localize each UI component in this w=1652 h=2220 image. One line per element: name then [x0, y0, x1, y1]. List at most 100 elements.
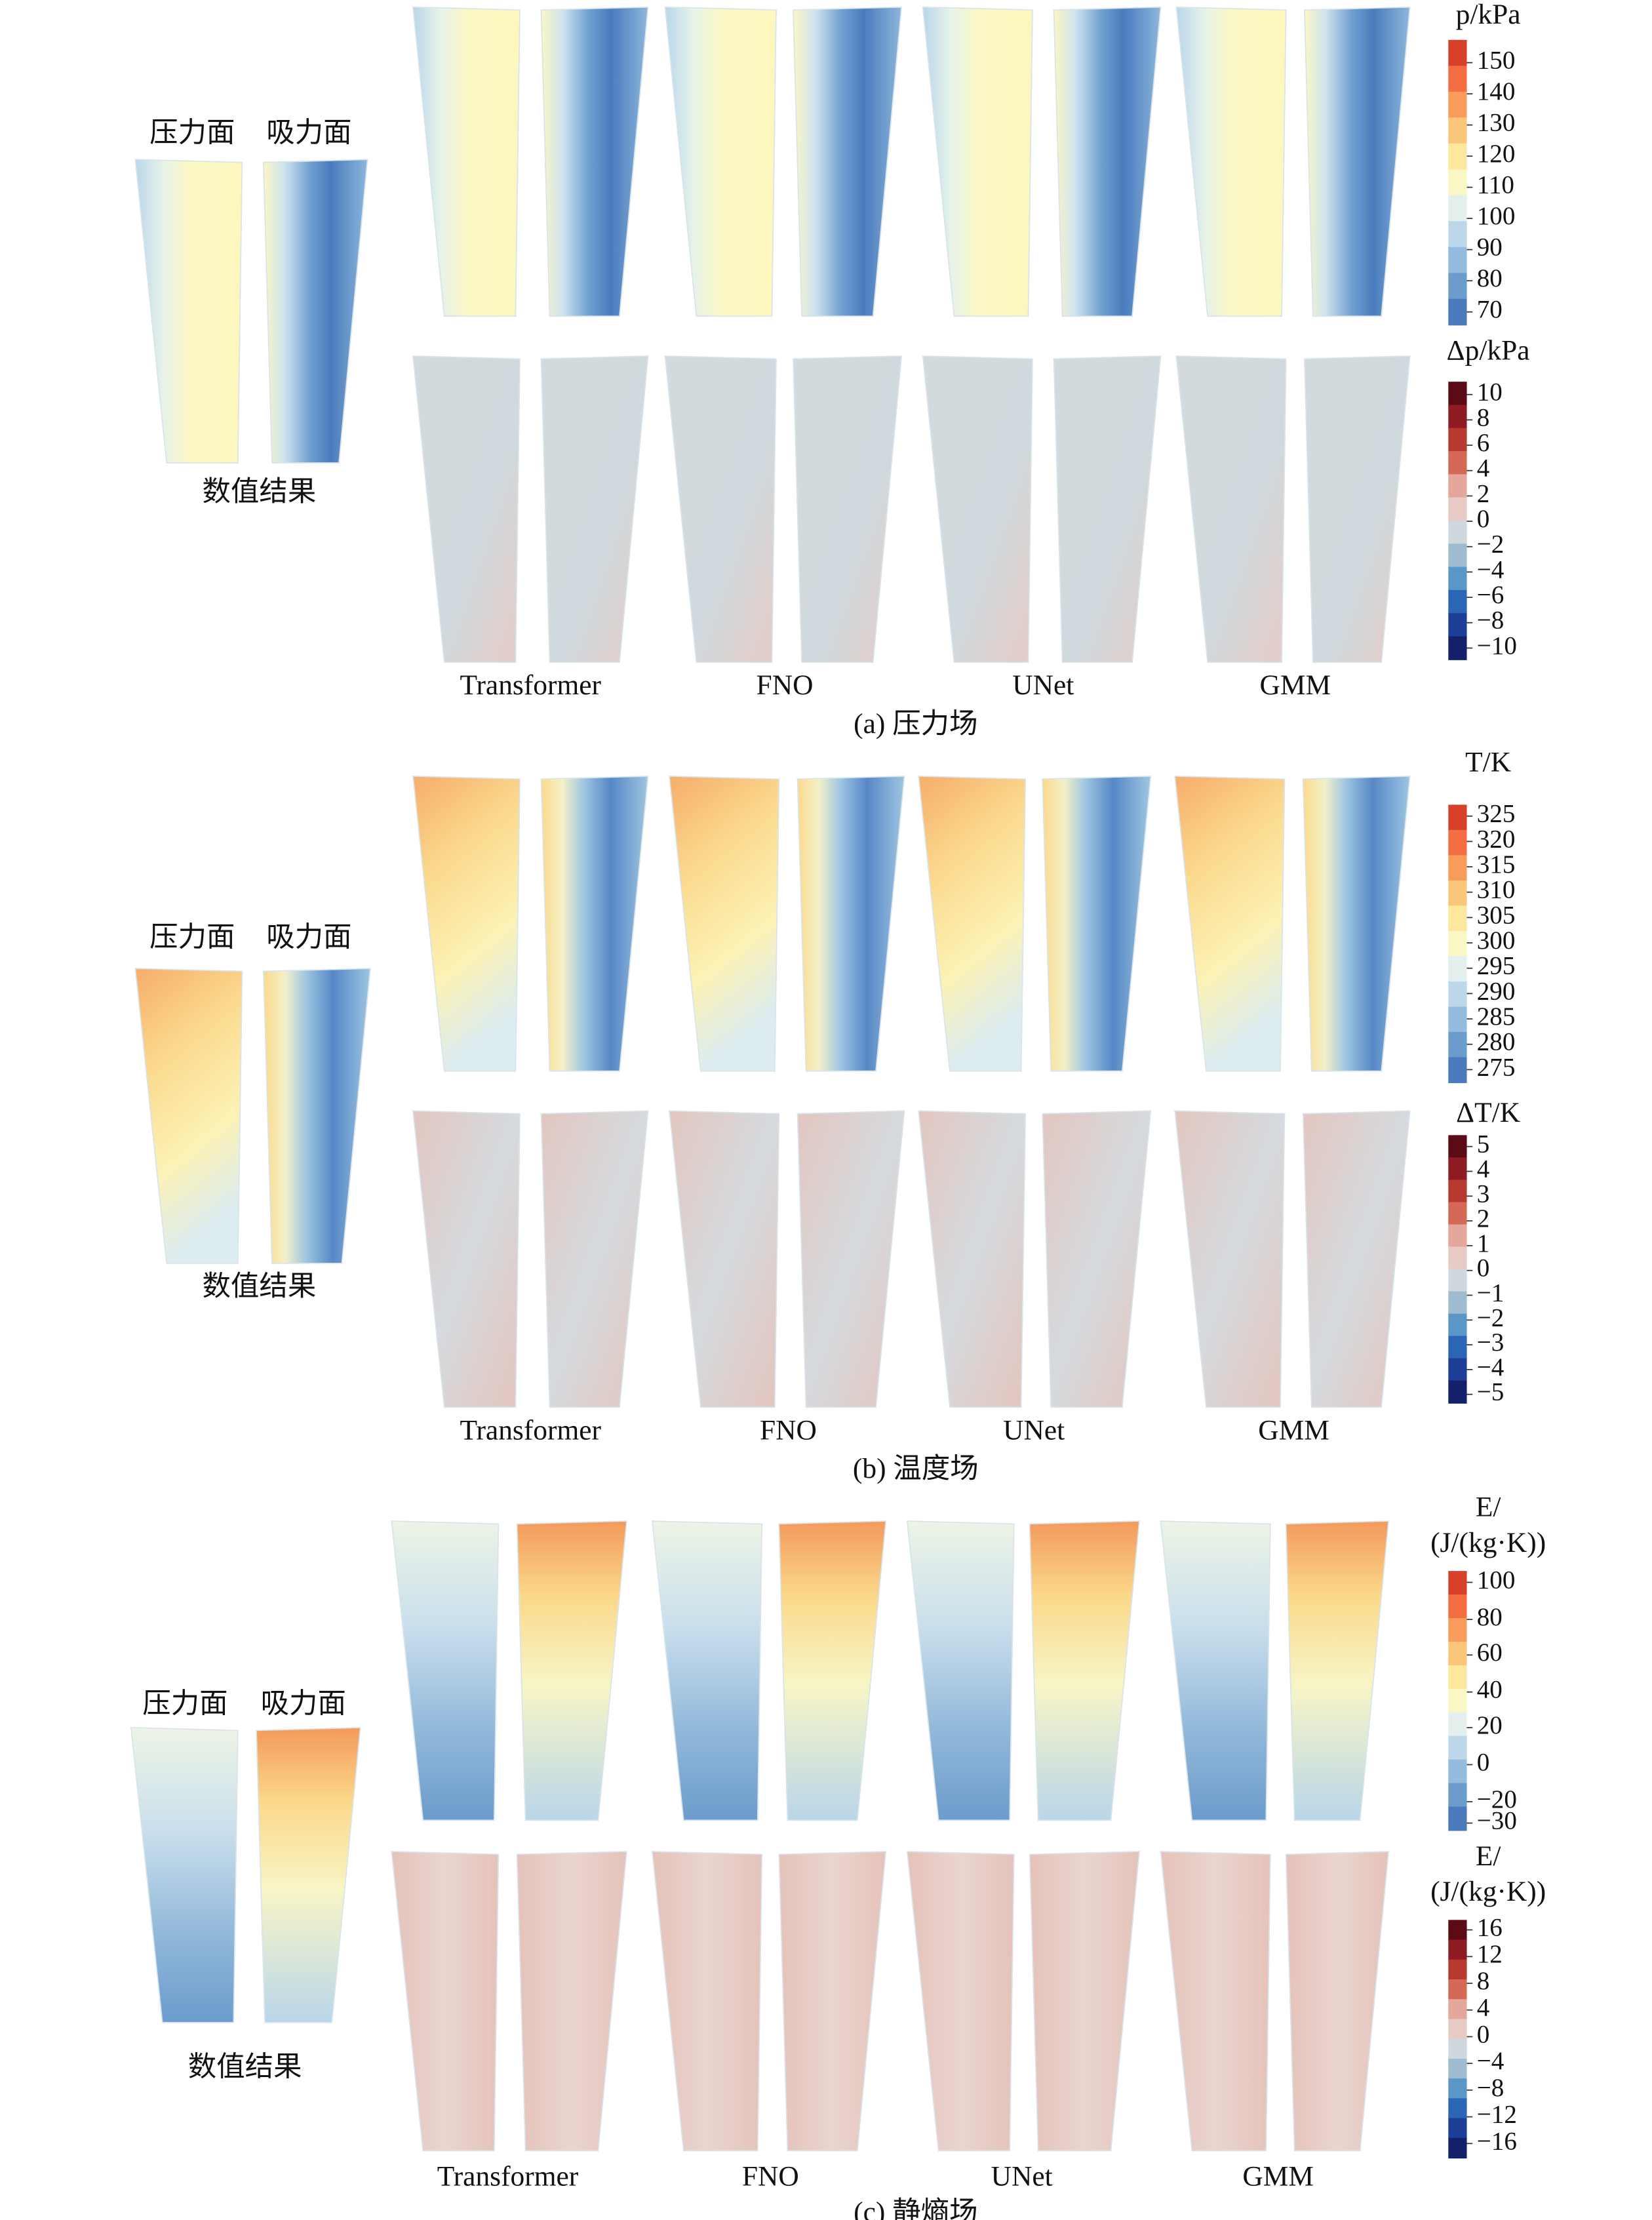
blade-contour	[256, 1727, 361, 2023]
blade-contour	[669, 776, 780, 1072]
colorbar-band	[1448, 273, 1467, 300]
colorbar-tick-label: 80	[1477, 264, 1503, 292]
colorbar-tick-label: −30	[1477, 1807, 1517, 1835]
colorbar-band	[1448, 1571, 1467, 1596]
colorbar-band	[1448, 1939, 1467, 1960]
colorbar-tick-label: 90	[1477, 233, 1503, 262]
blade-contour	[412, 6, 521, 317]
colorbar-title: ΔT/K	[1456, 1097, 1520, 1128]
blade-contour	[263, 159, 368, 464]
colorbar-band	[1448, 1759, 1467, 1784]
colorbar-band	[1448, 1057, 1467, 1084]
colorbar-band	[1448, 451, 1467, 475]
colorbar-band	[1448, 1157, 1467, 1181]
blade-contour	[1029, 1851, 1140, 2152]
colorbar-tick-label: 100	[1477, 202, 1516, 230]
colorbar-band	[1448, 1959, 1467, 1981]
blade-contour	[796, 776, 905, 1072]
blade-contour	[1304, 6, 1411, 317]
blade-contour	[540, 1110, 649, 1408]
colorbar-tick-label: 140	[1477, 77, 1516, 106]
colorbar-band	[1448, 1224, 1467, 1248]
blade-contour	[652, 1520, 763, 1821]
blade-contour	[1175, 6, 1287, 317]
colorbar-band	[1448, 1688, 1467, 1713]
colorbar-band	[1448, 66, 1467, 92]
model-label: UNet	[1003, 1414, 1065, 1446]
colorbar-tick-label: 285	[1477, 1002, 1516, 1031]
colorbar-tick-label: 4	[1477, 1994, 1490, 2022]
blade-contour	[1285, 1851, 1390, 2152]
colorbar-band	[1448, 2137, 1467, 2159]
colorbar-band	[1448, 2118, 1467, 2139]
colorbar-band	[1448, 981, 1467, 1008]
colorbar-tick-label: 1	[1477, 1229, 1490, 1258]
colorbar-band	[1448, 427, 1467, 452]
model-label: FNO	[757, 669, 814, 701]
colorbar-band	[1448, 1617, 1467, 1642]
colorbar-tick-label: 20	[1477, 1711, 1503, 1739]
colorbar-band	[1448, 1336, 1467, 1359]
blade-contour	[1174, 1110, 1286, 1408]
colorbar-band	[1448, 39, 1467, 67]
colorbar-tick-label: −8	[1477, 2074, 1504, 2102]
colorbar-tick-label: 110	[1477, 171, 1514, 199]
colorbar-title: p/kPa	[1456, 0, 1521, 30]
colorbar-tick-label: 10	[1477, 378, 1503, 406]
blade-contour	[134, 159, 243, 464]
colorbar-tick-label: 150	[1477, 47, 1516, 75]
colorbar-band	[1448, 1920, 1467, 1941]
blade-contour	[918, 1110, 1027, 1408]
colorbar-band	[1448, 1246, 1467, 1270]
colorbar-band	[1448, 804, 1467, 831]
blade-contour	[1285, 1520, 1390, 1821]
colorbar-tick-label: 120	[1477, 140, 1516, 168]
colorbar-band	[1448, 2058, 1467, 2080]
blade-contour	[778, 1851, 887, 2152]
blade-contour	[669, 1110, 780, 1408]
colorbar-band	[1448, 829, 1467, 856]
blade-contour	[1042, 776, 1152, 1072]
blade-contour	[796, 1110, 905, 1408]
model-label: FNO	[742, 2161, 799, 2192]
colorbar-band	[1448, 905, 1467, 932]
colorbar-tick-label: 5	[1477, 1130, 1490, 1159]
blade-contour	[793, 355, 903, 663]
colorbar-band	[1448, 589, 1467, 614]
colorbar-tick-label: 0	[1477, 2020, 1490, 2048]
blade-contour	[1053, 355, 1162, 663]
colorbar-band	[1448, 195, 1467, 222]
colorbar-tick-label: −2	[1477, 1303, 1504, 1332]
colorbar-band	[1448, 1358, 1467, 1381]
blade-contour	[1302, 1110, 1411, 1408]
colorbar-band	[1448, 474, 1467, 498]
colorbar-band	[1448, 1641, 1467, 1666]
colorbar-band	[1448, 520, 1467, 545]
colorbar-band	[1448, 544, 1467, 568]
colorbar-tick-label: −1	[1477, 1278, 1504, 1307]
colorbar-tick-label: 2	[1477, 479, 1490, 507]
blade-contour	[1029, 1520, 1140, 1821]
colorbar-band	[1448, 1179, 1467, 1203]
blade-contour	[652, 1851, 763, 2152]
colorbar-band	[1448, 1135, 1467, 1159]
blade-contour	[664, 6, 777, 317]
blade-contour	[922, 355, 1033, 663]
colorbar-band	[1448, 636, 1467, 660]
caption: (a) 压力场	[854, 708, 977, 740]
blade-contour	[1175, 355, 1287, 663]
colorbar-tick-label: 310	[1477, 876, 1516, 904]
blade-contour	[1042, 1110, 1152, 1408]
colorbar-band	[1448, 1665, 1467, 1690]
colorbar-tick-label: 300	[1477, 926, 1516, 955]
model-label: GMM	[1242, 2161, 1314, 2192]
colorbar-tick-label: 4	[1477, 454, 1490, 483]
colorbar-tick-label: −5	[1477, 1378, 1504, 1406]
model-label: Transformer	[460, 669, 601, 701]
model-label: UNet	[1012, 669, 1074, 701]
model-label: Transformer	[437, 2161, 579, 2192]
blade-contour	[1304, 355, 1411, 663]
blade-contour	[263, 968, 371, 1264]
colorbar-band	[1448, 2078, 1467, 2099]
colorbar-band	[1448, 143, 1467, 170]
